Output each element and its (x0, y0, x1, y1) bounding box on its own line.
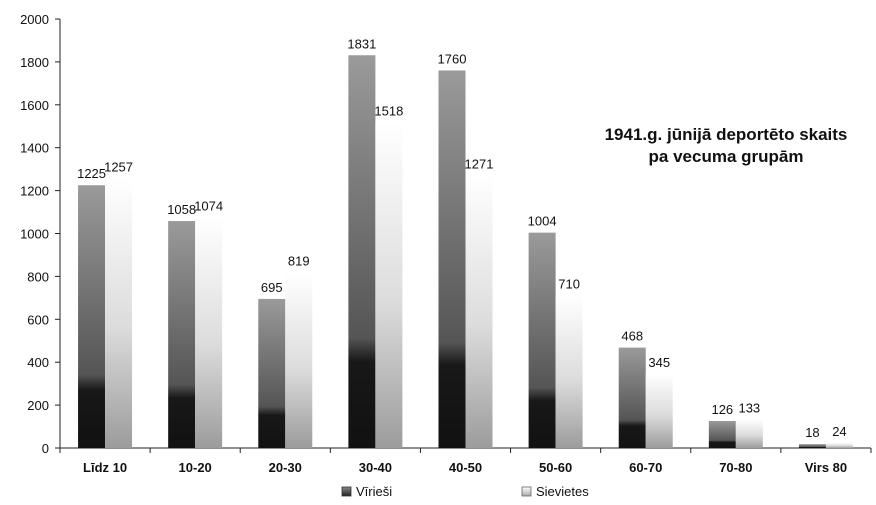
x-tick-label: 20-30 (269, 460, 302, 475)
y-tick-label: 1200 (20, 184, 49, 199)
y-tick-label: 600 (27, 312, 49, 327)
chart-title-line-1: 1941.g. jūnijā deportēto skaits (605, 125, 848, 144)
data-label-men: 1225 (77, 166, 106, 181)
data-label-women: 710 (558, 277, 580, 292)
data-label-men: 126 (711, 402, 733, 417)
data-label-men: 1760 (438, 51, 467, 66)
bar-women (735, 419, 763, 448)
bar-men (168, 221, 196, 448)
bar-women (645, 373, 673, 448)
y-tick-label: 0 (42, 441, 49, 456)
y-tick-label: 1600 (20, 98, 49, 113)
bars (78, 55, 853, 449)
y-tick-label: 1800 (20, 55, 49, 70)
bar-women (465, 175, 493, 449)
legend: Vīrieši Sievietes (341, 484, 589, 499)
legend-label-women: Sievietes (536, 484, 589, 499)
data-label-women: 1257 (104, 159, 133, 174)
x-tick-label: Virs 80 (805, 460, 847, 475)
x-axis: Līdz 10 10-20 20-30 30-40 40-50 50-60 60-70 70-… (59, 447, 872, 475)
data-label-men: 1058 (167, 202, 196, 217)
bar-women (555, 295, 583, 448)
data-label-women: 345 (648, 355, 670, 370)
data-label-women: 1271 (465, 156, 494, 171)
bar-men (348, 55, 376, 449)
bar-men (798, 444, 826, 448)
bar-men (618, 347, 646, 448)
data-label-men: 1831 (347, 36, 376, 51)
data-label-men: 18 (805, 425, 819, 440)
bar-men (708, 420, 736, 448)
data-label-men: 1004 (528, 214, 557, 229)
data-label-women: 819 (288, 253, 310, 268)
x-tick-label: 40-50 (449, 460, 482, 475)
x-tick-label: 50-60 (539, 460, 572, 475)
data-label-women: 1518 (374, 103, 403, 118)
bar-women (825, 442, 853, 448)
data-label-men: 695 (261, 280, 283, 295)
legend-swatch-women (521, 486, 532, 497)
data-label-women: 24 (832, 424, 846, 439)
y-tick-label: 2000 (20, 12, 49, 27)
y-tick-label: 1000 (20, 227, 49, 242)
x-tick-label: 10-20 (179, 460, 212, 475)
x-tick-label: 60-70 (629, 460, 662, 475)
y-tick-label: 1400 (20, 141, 49, 156)
data-label-men: 468 (621, 329, 643, 344)
x-tick-label: 30-40 (359, 460, 392, 475)
y-tick-label: 800 (27, 269, 49, 284)
bar-women (375, 122, 403, 448)
x-tick-label: 70-80 (719, 460, 752, 475)
bar-men (438, 70, 466, 448)
data-label-women: 1074 (194, 199, 223, 214)
y-tick-label: 200 (27, 398, 49, 413)
bar-women (195, 217, 223, 448)
legend-swatch-men (341, 486, 352, 497)
bar-men (78, 185, 106, 449)
bar-men (258, 298, 286, 448)
bar-men (528, 232, 556, 448)
x-tick-label: Līdz 10 (83, 460, 127, 475)
legend-label-men: Vīrieši (356, 484, 392, 499)
bar-women (105, 178, 133, 448)
y-axis: 0 200 400 600 800 1000 1200 1400 1600 1800 2000 (20, 12, 61, 456)
bar-women (285, 272, 313, 448)
chart-title-line-2: pa vecuma grupām (649, 147, 804, 166)
data-label-women: 133 (738, 400, 760, 415)
y-tick-label: 400 (27, 355, 49, 370)
